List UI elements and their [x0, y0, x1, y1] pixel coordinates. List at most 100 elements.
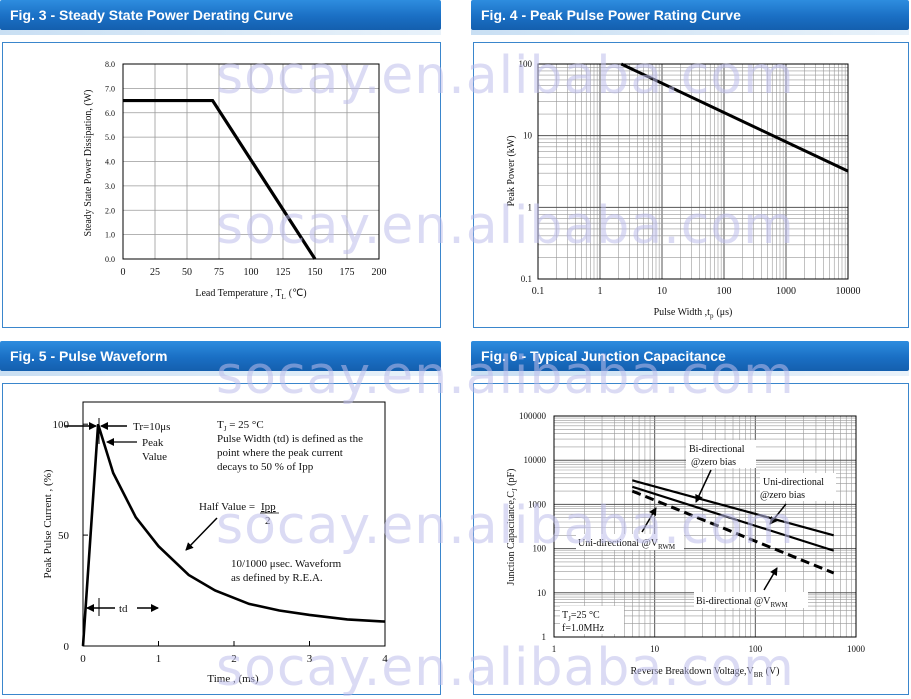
uni-rwm-label: Uni-directional @VRWM	[578, 538, 676, 551]
fig3-ylabel: Steady State Power Dissipation, (W)	[83, 90, 94, 237]
x-tick-label: 200	[372, 267, 387, 278]
y-tick-label: 10000	[524, 455, 547, 465]
fig3-panel: Fig. 3 - Steady State Power Derating Cur…	[0, 0, 441, 330]
x-tick-label: 0	[80, 653, 86, 665]
x-tick-label: 0	[121, 267, 126, 278]
header-shade	[471, 371, 909, 376]
bi-zero-label-1: Bi-directional	[689, 444, 745, 455]
fig5-xlabel: Time , (ms)	[207, 673, 259, 685]
y-tick-label: 100	[519, 59, 533, 69]
x-tick-label: 1000	[847, 644, 866, 654]
y-tick-label: 10	[523, 131, 533, 141]
y-tick-label: 100	[533, 544, 547, 554]
conditions-bg	[560, 606, 624, 634]
bi-zero-pointer	[695, 469, 712, 503]
y-tick-label: 6.0	[105, 109, 115, 118]
fig6-header: Fig. 6 - Typical Junction Capacitance	[471, 341, 909, 371]
fig6-chart: 1 10 100 1000 1 10 100 1000 10000 100000 Bi-direc…	[506, 411, 866, 679]
tr-label: Tr=10μs	[133, 421, 170, 433]
x-tick-label: 3	[307, 653, 313, 665]
x-tick-label: 100	[244, 267, 259, 278]
peak-label-1: Peak	[142, 437, 164, 449]
fig3-header: Fig. 3 - Steady State Power Derating Cur…	[0, 0, 441, 30]
y-tick-label: 50	[58, 530, 70, 542]
fig6-freq-label: f=1.0MHz	[562, 623, 605, 634]
peak-label-2: Value	[142, 451, 167, 463]
fig5-panel: Fig. 5 - Pulse Waveform 0 1 2 3 4 0 50 100 Tr=1…	[0, 341, 441, 697]
pulse-width-note-3: decays to 50 % of Ipp	[217, 461, 314, 473]
fig6-panel: Fig. 6 - Typical Junction Capacitance 1 1…	[471, 341, 909, 697]
fig5-chart: 0 1 2 3 4 0 50 100 Tr=10μs Peak Value TJ = 25 °…	[42, 401, 388, 685]
fig4-ylabel: Peak Power (kW)	[506, 135, 517, 206]
x-tick-label: 2	[231, 653, 237, 665]
fig6-xlabel: Reverse Breakdown Voltage,VBR (V)	[631, 666, 780, 679]
fig6-ylabel: Junction Capacitance,CJ (pF)	[506, 469, 519, 586]
fig5-header: Fig. 5 - Pulse Waveform	[0, 341, 441, 371]
fig5-series-line	[81, 423, 386, 647]
fig3-xlabel: Lead Temperature , TL (℃)	[195, 288, 306, 301]
half-value-denominator: 2	[265, 515, 271, 527]
fig6-chart-frame: 1 10 100 1000 1 10 100 1000 10000 100000 Bi-direc…	[473, 383, 909, 695]
fig3-series-line	[123, 98, 317, 260]
x-tick-label: 50	[182, 267, 192, 278]
half-value-pointer	[185, 517, 218, 551]
fig5-chart-frame: 0 1 2 3 4 0 50 100 Tr=10μs Peak Value TJ = 25 °…	[2, 383, 441, 695]
x-tick-label: 100	[749, 644, 763, 654]
y-tick-label: 1000	[528, 499, 547, 509]
waveform-note-1: 10/1000 μsec. Waveform	[231, 558, 342, 570]
fig6-series-line-3	[631, 489, 835, 575]
uni-zero-pointer	[769, 503, 787, 525]
y-tick-label: 1	[528, 202, 533, 212]
y-tick-label: 7.0	[105, 84, 115, 93]
y-tick-label: 0.1	[521, 274, 532, 284]
fig4-chart-frame: 0.1 1 10 100 1000 10000 0.1 1 10 100 Peak Power (…	[473, 42, 909, 328]
uni-zero-label-bg	[760, 473, 836, 501]
header-shade	[0, 30, 441, 35]
fig5-ylabel: Peak Pulse Current , (%)	[42, 469, 54, 578]
bi-rwm-label: Bi-directional @VRWM	[696, 596, 788, 609]
uni-zero-label-2: @zero bias	[760, 490, 805, 501]
x-tick-label: 10000	[836, 286, 861, 297]
bi-zero-label-bg	[686, 440, 756, 468]
td-label: td	[119, 603, 128, 615]
y-tick-label: 2.0	[105, 206, 115, 215]
header-shade	[0, 371, 441, 376]
header-shade	[471, 30, 909, 35]
x-tick-label: 25	[150, 267, 160, 278]
pulse-width-note-2: point where the peak current	[217, 447, 343, 459]
fig6-series-line-1	[632, 479, 834, 537]
y-tick-label: 100000	[519, 411, 547, 421]
uni-zero-label-1: Uni-directional	[763, 477, 824, 488]
bi-zero-label-2: @zero bias	[691, 457, 736, 468]
x-tick-label: 10	[657, 286, 667, 297]
bi-rwm-pointer	[763, 567, 778, 591]
tj-label: TJ = 25 °C	[217, 419, 264, 433]
x-tick-label: 1000	[776, 286, 796, 297]
uni-rwm-label-bg	[576, 534, 684, 550]
x-tick-label: 0.1	[532, 286, 545, 297]
x-tick-label: 150	[308, 267, 323, 278]
y-tick-label: 8.0	[105, 60, 115, 69]
fig3-chart-frame: 0 25 50 75 100 125 150 175 200 0.0 1.0 2.0 3.0 4.0 5.0…	[2, 42, 441, 328]
x-tick-label: 175	[340, 267, 355, 278]
bi-rwm-label-bg	[694, 592, 808, 608]
waveform-note-2: as defined by R.E.A.	[231, 572, 323, 584]
x-tick-label: 1	[552, 644, 557, 654]
fig6-tj-label: TJ=25 °C	[562, 610, 600, 623]
x-tick-label: 125	[276, 267, 291, 278]
y-tick-label: 0	[64, 641, 70, 653]
y-tick-label: 5.0	[105, 133, 115, 142]
y-tick-label: 100	[53, 419, 70, 431]
half-value-numerator: Ipp	[261, 501, 276, 513]
fig3-chart: 0 25 50 75 100 125 150 175 200 0.0 1.0 2.0 3.0 4.0 5.0…	[83, 60, 387, 301]
x-tick-label: 100	[717, 286, 732, 297]
half-value-label: Half Value =	[199, 501, 255, 513]
fig4-chart: 0.1 1 10 100 1000 10000 0.1 1 10 100 Peak Power (…	[506, 59, 861, 320]
fig4-panel: Fig. 4 - Peak Pulse Power Rating Curve 0…	[471, 0, 909, 330]
y-tick-label: 10	[537, 588, 547, 598]
fig4-series-line	[620, 62, 849, 173]
fig4-header: Fig. 4 - Peak Pulse Power Rating Curve	[471, 0, 909, 30]
y-tick-label: 1.0	[105, 231, 115, 240]
y-tick-label: 0.0	[105, 255, 115, 264]
x-tick-label: 4	[382, 653, 388, 665]
